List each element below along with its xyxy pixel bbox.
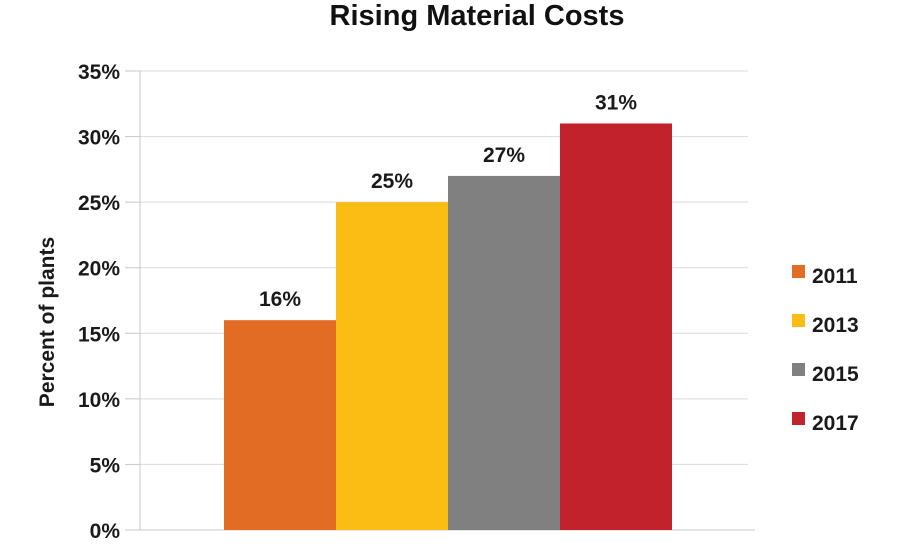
y-tick-label: 10%	[78, 389, 120, 412]
y-tick-label: 15%	[78, 323, 120, 346]
y-axis-label: Percent of plants	[36, 237, 59, 407]
y-tick-label: 20%	[78, 258, 120, 281]
data-label-2013: 25%	[371, 170, 413, 193]
data-label-2011: 16%	[259, 288, 301, 311]
data-label-2017: 31%	[595, 91, 637, 114]
legend-swatch-2013	[792, 314, 805, 327]
bars: 16% 25% 27% 31%	[224, 91, 672, 530]
y-tick-label: 5%	[90, 454, 121, 477]
chart-title: Rising Material Costs	[330, 0, 625, 32]
legend-label-2013: 2013	[812, 314, 859, 337]
data-label-2015: 27%	[483, 144, 525, 167]
y-tick-label: 0%	[90, 520, 121, 543]
y-tick-label: 30%	[78, 127, 120, 150]
bar-2013	[336, 202, 448, 530]
legend-swatch-2017	[792, 412, 805, 425]
legend-swatch-2011	[792, 265, 805, 278]
legend-swatch-2015	[792, 363, 805, 376]
bar-2017	[560, 123, 672, 530]
bar-2011	[224, 320, 336, 530]
legend-label-2017: 2017	[812, 412, 859, 435]
y-axis-ticks: 0% 5% 10% 15% 20% 25% 30% 35%	[78, 61, 140, 543]
legend-label-2011: 2011	[812, 265, 858, 288]
bar-2015	[448, 175, 560, 530]
legend-label-2015: 2015	[812, 363, 859, 386]
y-tick-label: 35%	[78, 61, 120, 84]
legend: 2011 2013 2015 2017	[792, 265, 859, 435]
y-tick-label: 25%	[78, 192, 120, 215]
